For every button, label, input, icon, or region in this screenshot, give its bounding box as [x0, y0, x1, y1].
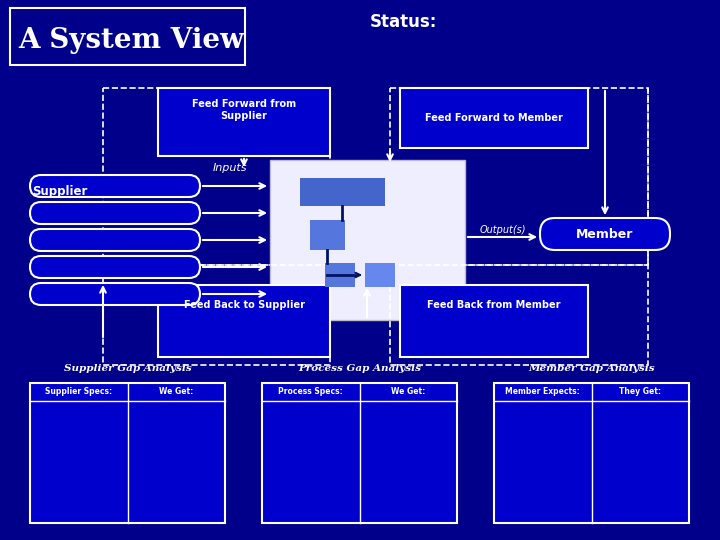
FancyBboxPatch shape — [30, 383, 225, 523]
FancyBboxPatch shape — [300, 178, 385, 206]
FancyBboxPatch shape — [494, 383, 689, 523]
Text: Member Gap Analysis: Member Gap Analysis — [528, 364, 654, 373]
Text: Member: Member — [576, 227, 634, 240]
Text: Feed Forward to Member: Feed Forward to Member — [425, 113, 563, 123]
FancyBboxPatch shape — [30, 175, 200, 197]
FancyBboxPatch shape — [30, 229, 200, 251]
Text: Process Specs:: Process Specs: — [279, 388, 343, 396]
Text: Status:: Status: — [370, 13, 437, 31]
FancyBboxPatch shape — [310, 220, 345, 250]
Text: Feed Forward from
Supplier: Feed Forward from Supplier — [192, 99, 296, 121]
Text: Supplier Gap Analysis: Supplier Gap Analysis — [63, 364, 192, 373]
FancyBboxPatch shape — [158, 285, 330, 357]
Text: Feed Back to Supplier: Feed Back to Supplier — [184, 300, 305, 310]
FancyBboxPatch shape — [30, 283, 200, 305]
FancyBboxPatch shape — [400, 88, 588, 148]
Text: A System View: A System View — [18, 26, 244, 53]
FancyBboxPatch shape — [325, 263, 355, 287]
Text: Member Expects:: Member Expects: — [505, 388, 580, 396]
Text: We Get:: We Get: — [159, 388, 194, 396]
Text: Process Gap Analysis: Process Gap Analysis — [298, 364, 421, 373]
FancyBboxPatch shape — [365, 263, 395, 287]
FancyBboxPatch shape — [30, 256, 200, 278]
Text: Supplier Specs:: Supplier Specs: — [45, 388, 112, 396]
Text: They Get:: They Get: — [619, 388, 661, 396]
FancyBboxPatch shape — [400, 285, 588, 357]
FancyBboxPatch shape — [540, 218, 670, 250]
Text: Supplier: Supplier — [32, 185, 87, 198]
Text: Output(s): Output(s) — [480, 225, 526, 235]
FancyBboxPatch shape — [262, 383, 457, 523]
FancyBboxPatch shape — [10, 8, 245, 65]
FancyBboxPatch shape — [158, 88, 330, 156]
Text: Feed Back from Member: Feed Back from Member — [427, 300, 561, 310]
Text: We Get:: We Get: — [391, 388, 426, 396]
FancyBboxPatch shape — [30, 202, 200, 224]
FancyBboxPatch shape — [270, 160, 465, 320]
Text: Inputs: Inputs — [212, 163, 247, 173]
